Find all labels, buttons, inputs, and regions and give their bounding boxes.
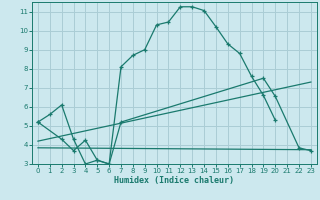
X-axis label: Humidex (Indice chaleur): Humidex (Indice chaleur) xyxy=(115,176,234,185)
